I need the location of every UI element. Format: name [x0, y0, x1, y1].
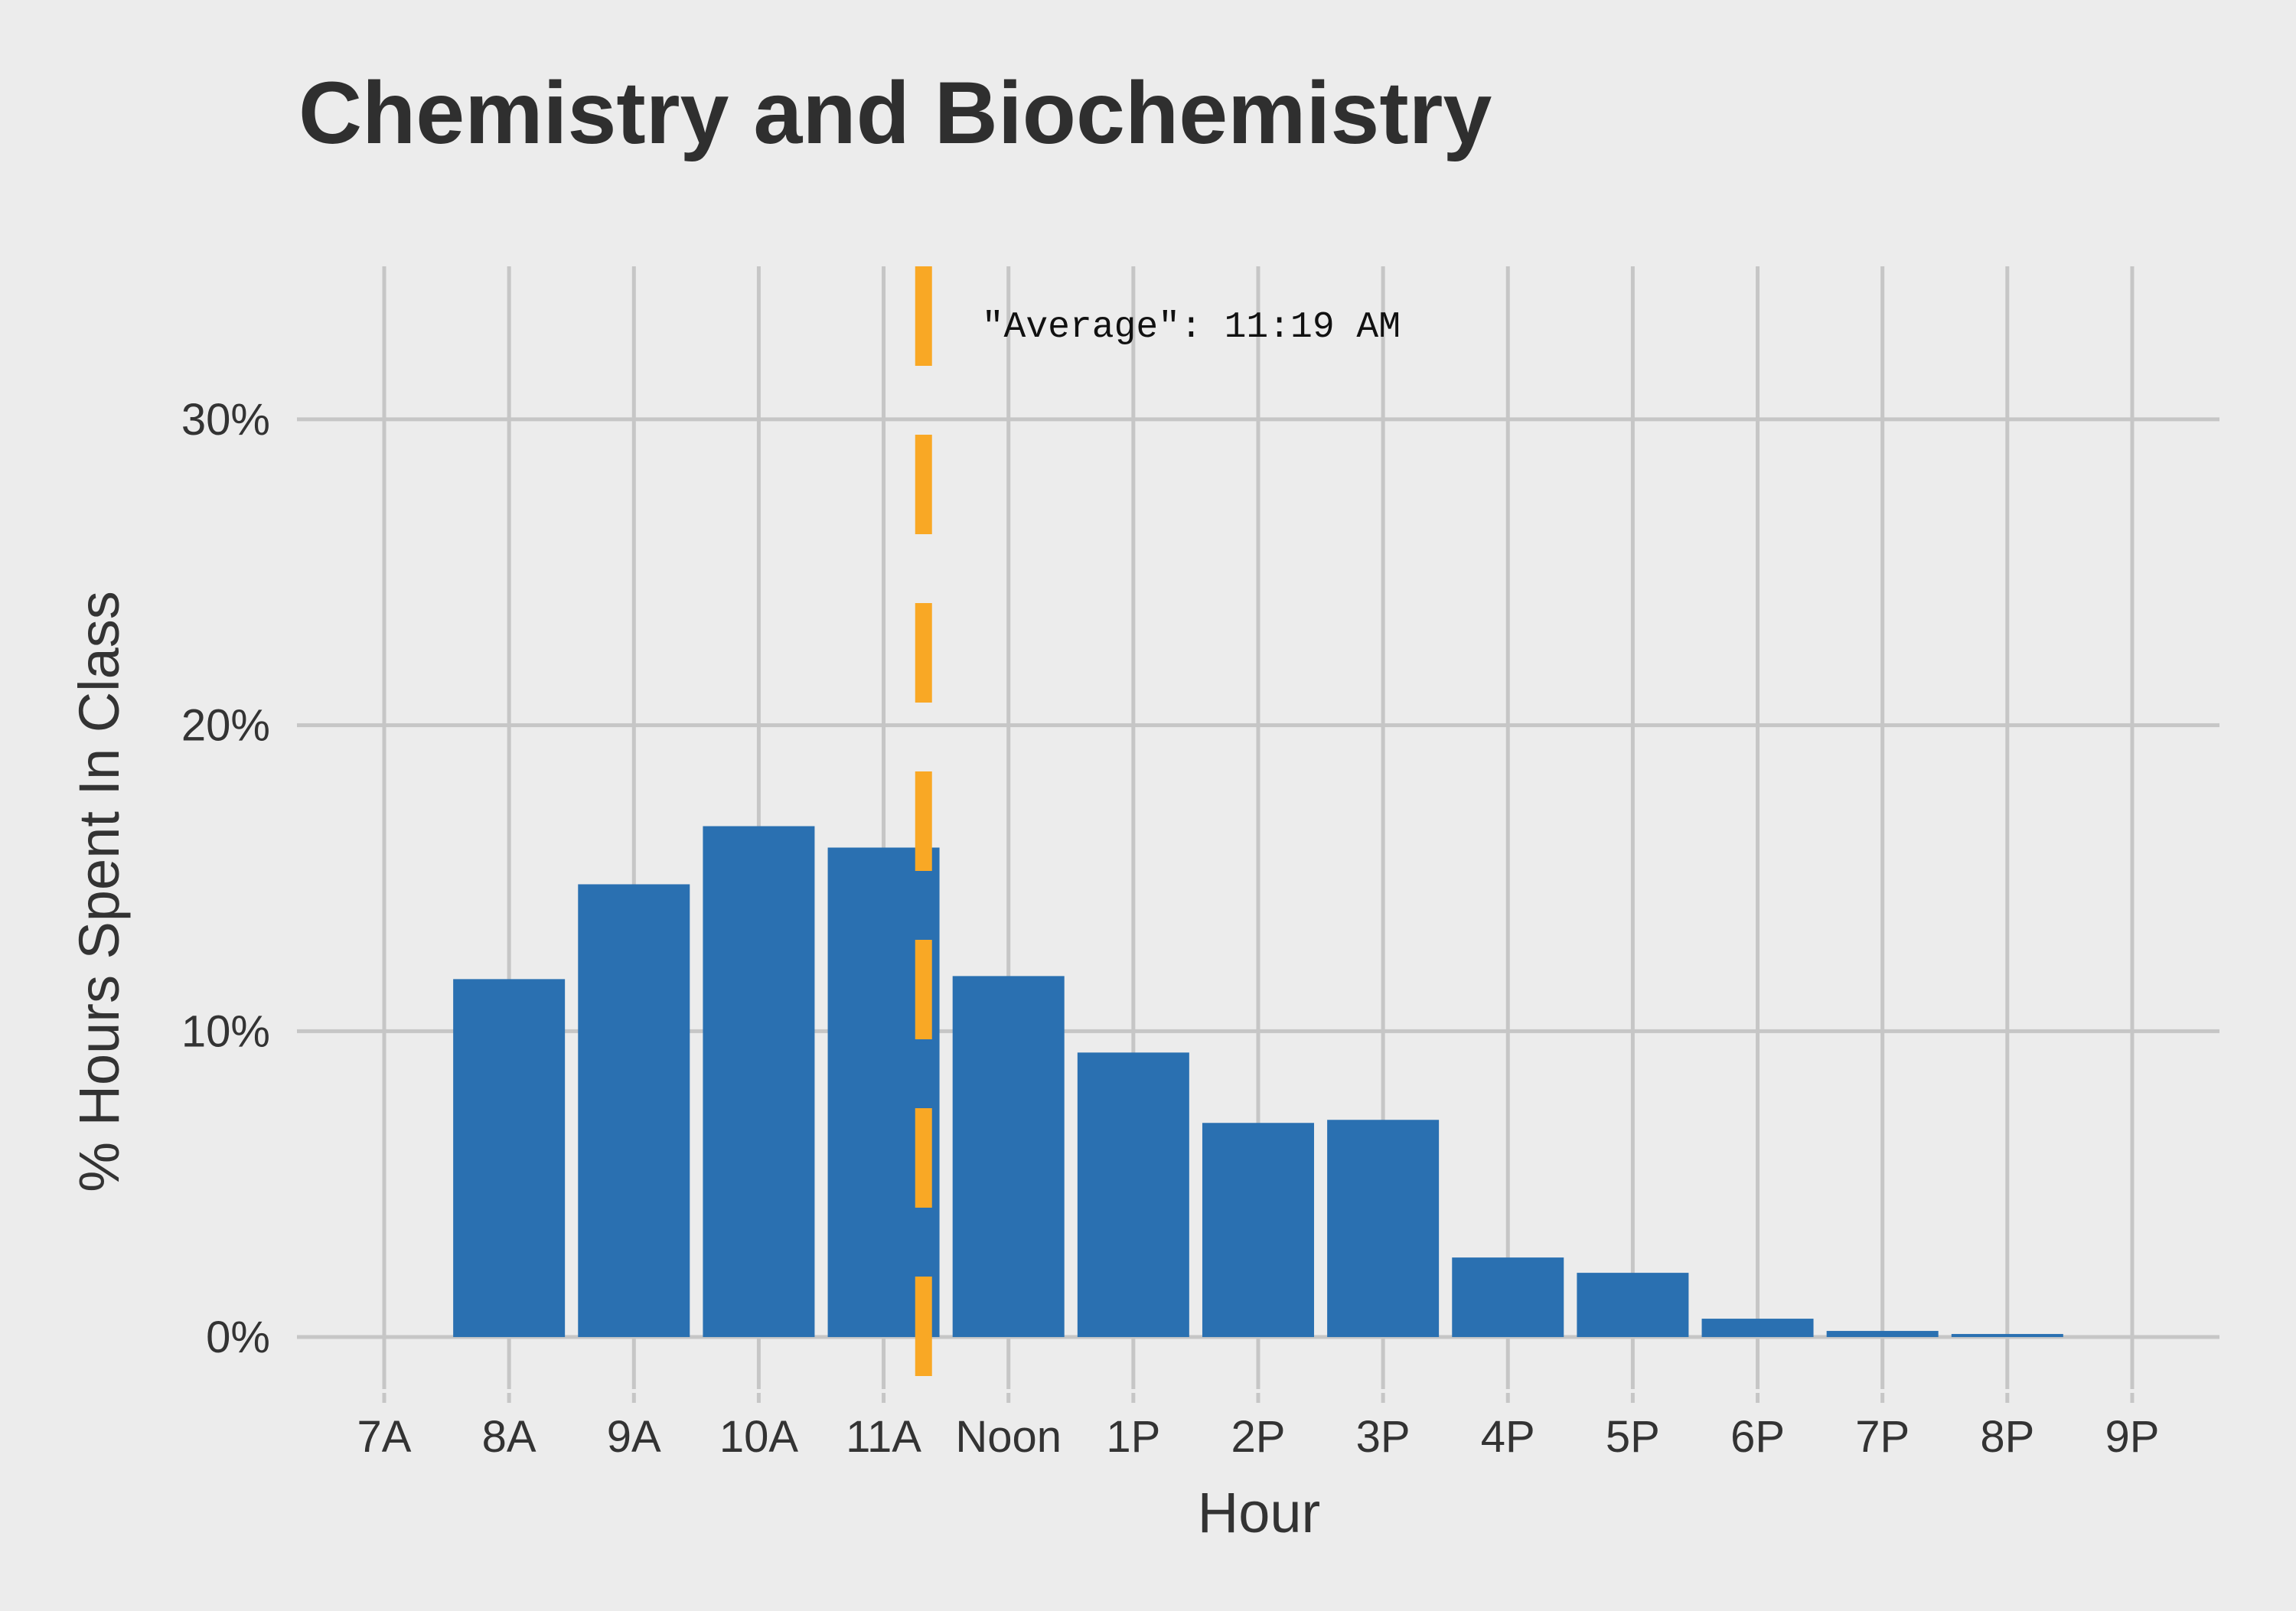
x-tick-label: 5P — [1606, 1412, 1660, 1462]
bar — [827, 847, 940, 1338]
x-tick-label: 9P — [2105, 1412, 2159, 1462]
x-tick-label: 9A — [607, 1412, 661, 1462]
bar — [1452, 1257, 1564, 1338]
bars — [453, 826, 2063, 1338]
bar — [578, 884, 690, 1338]
bar — [1077, 1052, 1189, 1338]
x-axis-title: Hour — [1198, 1481, 1320, 1544]
y-tick-label: 30% — [181, 395, 270, 445]
y-axis-title: % Hours Spent In Class — [67, 591, 131, 1192]
x-tick-label: 7P — [1855, 1412, 1910, 1462]
bar — [1577, 1273, 1689, 1338]
x-tick-label: 2P — [1231, 1412, 1286, 1462]
y-tick-label: 0% — [206, 1313, 270, 1362]
bar — [952, 976, 1065, 1338]
bar — [1701, 1319, 1814, 1338]
chart-title: Chemistry and Biochemistry — [298, 64, 1492, 162]
bar — [1951, 1334, 2063, 1338]
x-tick-label: 11A — [846, 1412, 921, 1462]
x-tick-label: 8A — [482, 1412, 536, 1462]
x-tick-label: 8P — [1980, 1412, 2034, 1462]
average-marker: "Average": 11:19 AM — [915, 266, 1401, 1389]
x-tick-label: 1P — [1106, 1412, 1160, 1462]
x-tick-label: 7A — [357, 1412, 412, 1462]
bar — [703, 826, 815, 1338]
x-tick-label: Noon — [955, 1412, 1062, 1462]
axis-ticks: 0% 10% 20% 30% 7A 8A 9A 10A 11A Noon 1P 2P 3P 4P 5P 6P 7… — [181, 395, 2160, 1462]
x-tick-label: 6P — [1730, 1412, 1785, 1462]
bar — [453, 979, 566, 1338]
y-tick-label: 10% — [181, 1006, 270, 1056]
y-tick-label: 20% — [181, 701, 270, 751]
x-tick-label: 10A — [719, 1412, 799, 1462]
x-tick-label: 3P — [1356, 1412, 1411, 1462]
x-tick-label: 4P — [1481, 1412, 1535, 1462]
bar — [1202, 1123, 1314, 1338]
bar — [1826, 1331, 1939, 1338]
bar — [1327, 1120, 1440, 1338]
average-label: "Average": 11:19 AM — [982, 307, 1401, 348]
